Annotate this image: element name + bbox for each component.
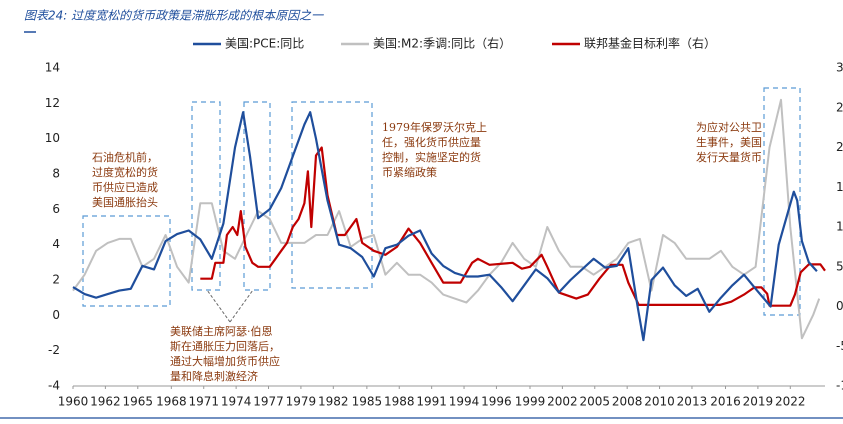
y2-tick-label: 20 <box>836 140 843 154</box>
x-tick-label: 2019 <box>743 395 774 409</box>
x-tick-label: 1999 <box>515 395 546 409</box>
x-tick-label: 1960 <box>58 395 89 409</box>
annotation: 通过大幅增加货币供应 <box>170 354 280 368</box>
annotation: 为应对公共卫 <box>696 120 762 134</box>
annotation: 美联储主席阿瑟·伯恩 <box>170 324 273 338</box>
annotation: 币紧缩政策 <box>382 165 437 179</box>
legend-label: 美国:M2:季调:同比（右） <box>373 36 511 51</box>
x-tick-label: 1985 <box>352 395 383 409</box>
y-tick-label: 8 <box>52 167 60 181</box>
x-tick-label: 1965 <box>123 395 154 409</box>
x-tick-label: 2010 <box>644 395 675 409</box>
x-tick-label: 1968 <box>156 395 187 409</box>
x-tick-label: 1988 <box>384 395 415 409</box>
x-tick-label: 1977 <box>253 395 284 409</box>
y-tick-label: 6 <box>52 202 60 216</box>
x-tick-label: 1962 <box>90 395 121 409</box>
y-tick-label: 10 <box>45 131 60 145</box>
x-tick-label: 1996 <box>481 395 512 409</box>
annotation: 量和降息刺激经济 <box>170 369 258 383</box>
annotation: 生事件，美国 <box>696 135 762 149</box>
chart-title: 图表24: 过度宽松的货币政策是滞胀形成的根本原因之一 <box>24 9 324 23</box>
highlight-box <box>243 101 271 291</box>
y-tick-label: 4 <box>52 237 60 251</box>
x-tick-label: 2022 <box>775 395 806 409</box>
annotation: 过度宽松的货 <box>92 165 158 179</box>
x-tick-label: 2002 <box>547 395 578 409</box>
annotation: 币供应已造成 <box>92 180 158 194</box>
legend-label: 美国:PCE:同比 <box>225 37 304 51</box>
series-line <box>200 146 826 307</box>
series-line <box>72 98 821 340</box>
x-tick-label: 2013 <box>677 395 708 409</box>
x-tick-label: 1991 <box>416 395 447 409</box>
highlight-box <box>82 215 171 307</box>
y2-tick-label: -10 <box>836 379 843 393</box>
x-tick-label: 1979 <box>286 395 317 409</box>
x-tick-label: 2016 <box>710 395 741 409</box>
y-tick-label: -4 <box>48 379 60 393</box>
y2-tick-label: 25 <box>836 100 843 114</box>
y2-tick-label: 0 <box>836 299 843 313</box>
annotation: 斯在通胀压力回落后， <box>170 340 280 353</box>
annotation: 美国通胀抬头 <box>92 195 158 209</box>
x-tick-label: 2005 <box>579 395 610 409</box>
y2-tick-label: -5 <box>836 339 843 353</box>
annotation: 控制，实施坚定的货 <box>382 150 481 164</box>
arrow <box>206 289 231 323</box>
y2-tick-label: 30 <box>836 61 843 75</box>
highlight-box <box>191 101 221 291</box>
y-tick-label: 12 <box>45 96 60 110</box>
annotation: 发行天量货币 <box>696 150 762 164</box>
y2-tick-label: 5 <box>836 259 843 273</box>
y-tick-label: -2 <box>48 343 60 357</box>
highlight-box <box>763 87 801 316</box>
y-tick-label: 0 <box>52 308 60 322</box>
x-tick-label: 1982 <box>318 395 349 409</box>
legend-label: 联邦基金目标利率（右） <box>584 36 716 51</box>
x-tick-label: 1994 <box>449 395 480 409</box>
x-tick-label: 1974 <box>221 395 252 409</box>
highlight-box <box>291 101 373 289</box>
annotation: 任，强化货币供应量 <box>382 135 481 149</box>
annotation: 1979年保罗沃尔克上 <box>382 120 487 134</box>
y-tick-label: 14 <box>45 61 60 75</box>
y2-tick-label: 10 <box>836 220 843 234</box>
y2-tick-label: 15 <box>836 180 843 194</box>
series-line <box>72 111 818 342</box>
y-tick-label: 2 <box>52 273 60 287</box>
x-tick-label: 2008 <box>612 395 643 409</box>
x-tick-label: 1971 <box>188 395 219 409</box>
arrow <box>229 289 254 323</box>
annotation: 石油危机前， <box>92 150 158 164</box>
